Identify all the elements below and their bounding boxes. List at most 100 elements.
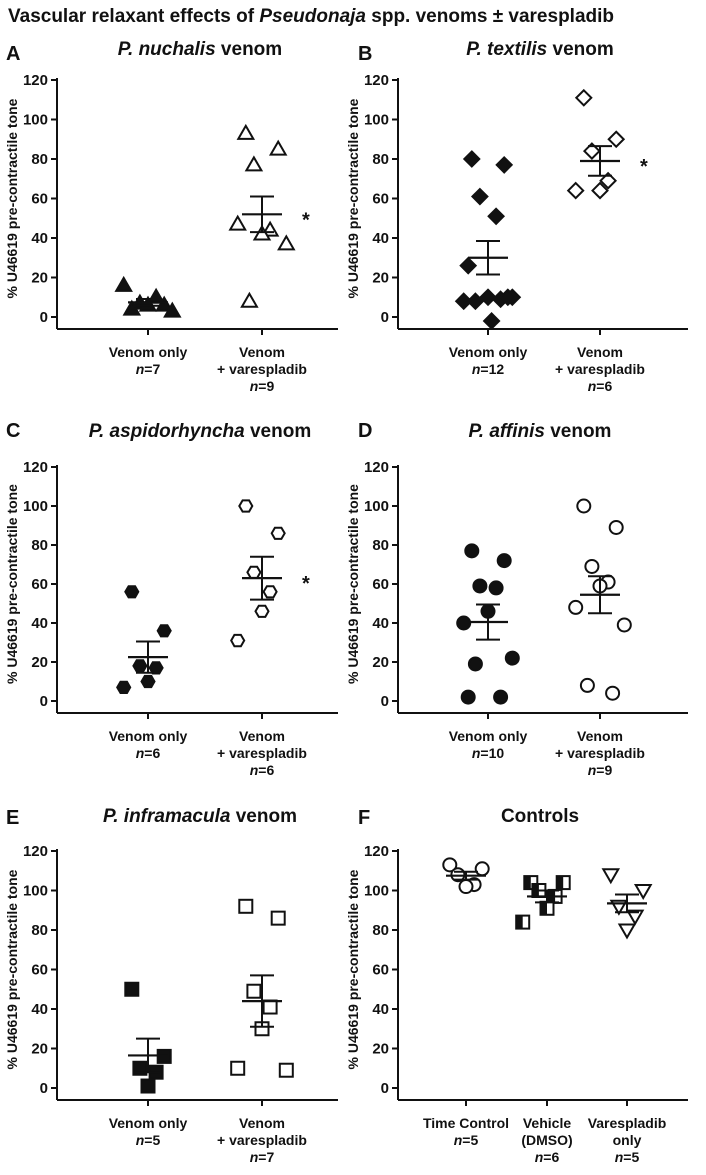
panel-f-group-label: Varespladib (588, 1115, 667, 1131)
panel-e-data-point (124, 981, 140, 997)
panel-a-data-point (154, 295, 174, 312)
panel-c-data-point (246, 565, 262, 579)
panel-a-ytick-label: 60 (31, 191, 48, 208)
panel-a-letter: A (6, 43, 20, 65)
figure-title-prefix: Vascular relaxant effects of (8, 6, 259, 27)
panel-f-data-point (617, 923, 637, 940)
panel-d-group-n-symbol: n (588, 762, 597, 778)
panel-f-group-label-line2: only (613, 1132, 642, 1148)
panel-b-letter: B (358, 43, 372, 65)
panel-d-data-point (605, 685, 621, 701)
panel-c-title: P. aspidorhyncha venom (89, 421, 311, 442)
panel-b-group-n-symbol: n (588, 378, 597, 394)
panel-b-data-point (566, 181, 585, 200)
panel-c-ytick-label: 100 (23, 498, 48, 515)
panel-f-ytick-label: 120 (364, 843, 389, 860)
panel-f-ytick-label: 20 (372, 1041, 389, 1058)
panel-c-data-point (156, 624, 172, 638)
panel-d-data-point (584, 558, 600, 574)
panel-a-group-n-symbol: n (136, 361, 145, 377)
panel-e-title: P. inframacula venom (103, 806, 297, 827)
panel-f-ytick-label: 80 (372, 922, 389, 939)
panel-d-ytick-label: 40 (372, 615, 389, 632)
figure-title: Vascular relaxant effects of Pseudonaja … (8, 6, 614, 27)
panel-e-data-point (270, 910, 286, 926)
panel-f-ytick-label: 60 (372, 962, 389, 979)
panel-f-group-n: n=6 (535, 1149, 560, 1165)
panel-e-y-label: % U46619 pre-contractile tone (4, 869, 20, 1069)
panel-d-title-rest: venom (545, 421, 612, 442)
panel-c-data-point (254, 604, 270, 618)
panel-c-data-point (270, 526, 286, 540)
panel-a-ytick-label: 120 (23, 72, 48, 89)
panel-f-group-n-value: =5 (462, 1132, 478, 1148)
panel-f-data-point-fill (516, 915, 523, 929)
panel-e-ytick-label: 120 (23, 843, 48, 860)
panel-a-y-label: % U46619 pre-contractile tone (4, 98, 20, 298)
panel-f-data-point-fill (524, 876, 531, 890)
panel-c-ytick-label: 60 (31, 576, 48, 593)
panel-c-group-n-value: =6 (258, 762, 274, 778)
panel-c-y-label: % U46619 pre-contractile tone (4, 484, 20, 684)
panel-f-data-point (442, 857, 458, 873)
panel-c-group-n: n=6 (250, 762, 275, 778)
panel-e-data-point (238, 898, 254, 914)
panel-c-title-species: P. aspidorhyncha (89, 421, 245, 442)
panel-f-data-point-fill (556, 876, 564, 890)
panel-c-ytick-label: 80 (31, 537, 48, 554)
panel-e-group-n-symbol: n (136, 1132, 145, 1148)
panel-d-group-label-line2: + varespladib (555, 745, 645, 761)
panel-c-ytick-label: 40 (31, 615, 48, 632)
panel-a-title: P. nuchalis venom (118, 39, 282, 60)
panel-a-data-point (277, 234, 296, 251)
panel-f-data-point (458, 879, 474, 895)
panel-b-data-point (591, 181, 609, 200)
panel-f-data-point (474, 861, 490, 877)
panel-f-group-n: n=5 (615, 1149, 640, 1165)
panel-d-data-point (493, 689, 509, 705)
panel-f-group-n-symbol: n (535, 1149, 544, 1165)
panel-c-data-point (238, 499, 254, 513)
panel-f-data-point-fill (540, 901, 547, 915)
panel-b-title-rest: venom (547, 39, 614, 60)
panel-c-data-point (124, 585, 140, 599)
panel-f-group-2: Vehicle(DMSO)n=6 (515, 875, 573, 1165)
panel-a-group-n-value: =9 (258, 378, 274, 394)
panel-d-group-n-value: =9 (596, 762, 612, 778)
panel-b-ytick-label: 60 (372, 191, 389, 208)
panel-b-data-point (607, 130, 626, 149)
figure-title-suffix: spp. venoms ± varespladib (366, 6, 614, 27)
panel-b-significance-asterisk: * (640, 156, 648, 178)
panel-d-data-point (608, 519, 624, 535)
panel-b-group-n: n=6 (588, 378, 613, 394)
panel-d-data-point (504, 650, 520, 666)
panel-a-ytick-label: 100 (23, 112, 48, 129)
panel-b-data-point (466, 292, 485, 311)
panel-f-group-n-symbol: n (454, 1132, 463, 1148)
panel-a-group-n: n=7 (136, 361, 161, 377)
panel-b-data-point (574, 88, 593, 107)
panel-b-ytick-label: 80 (372, 151, 389, 168)
panel-a-significance-asterisk: * (302, 209, 310, 231)
panel-c-group-n-symbol: n (136, 745, 145, 761)
panel-d-ytick-label: 120 (364, 459, 389, 476)
panel-a-ytick-label: 80 (31, 151, 48, 168)
panel-f-title: Controls (501, 806, 579, 827)
panel-d-group-n-value: =10 (480, 745, 504, 761)
panel-c-group-n-symbol: n (250, 762, 259, 778)
panel-c-group-n-value: =6 (144, 745, 160, 761)
panel-b-data-point (462, 150, 481, 168)
panel-e-data-point (140, 1078, 156, 1094)
panel-e-group-n-value: =7 (258, 1149, 274, 1165)
panel-f-group-label-line2: (DMSO) (521, 1132, 572, 1148)
panel-b-data-point (487, 207, 506, 226)
panel-b-data-point (459, 256, 478, 275)
panel-f: F Controls 0 20 40 60 80 100 120% U46619 pre-con… (345, 806, 688, 1165)
panel-d-data-point (496, 553, 512, 569)
panel-b-ytick-label: 100 (364, 112, 389, 129)
panel-e-data-point (262, 999, 278, 1015)
